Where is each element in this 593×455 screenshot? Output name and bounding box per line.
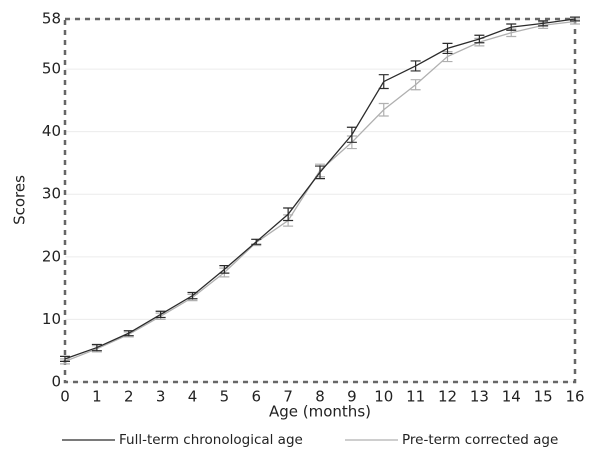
error-bar [378,74,389,90]
y-tick-label: 30 [42,185,61,203]
error-bar [91,343,102,352]
error-bar [283,207,294,222]
x-tick-label: 4 [188,388,198,406]
x-tick-label: 5 [220,388,230,406]
legend-label: Full-term chronological age [119,432,303,448]
y-axis-title: Scores [11,175,29,225]
x-tick-label: 11 [406,388,425,406]
y-tick-label: 50 [42,60,61,78]
legend-label: Pre-term corrected age [402,432,558,448]
error-bar [570,16,580,22]
y-tick-label: 20 [42,247,61,265]
y-tick-label: 0 [51,373,61,391]
x-tick-label: 8 [315,388,325,406]
error-bar [506,23,517,31]
x-tick-label: 12 [438,388,457,406]
error-bar [219,264,230,274]
x-tick-label: 13 [470,388,489,406]
x-tick-label: 14 [502,388,521,406]
x-tick-label: 10 [374,388,393,406]
plot-border [63,17,577,384]
error-bar [378,102,389,117]
error-bar [123,330,134,337]
error-bar [410,79,421,91]
error-bar [474,34,485,44]
error-bar [410,60,421,72]
x-tick-label: 15 [534,388,553,406]
x-tick-label: 0 [60,388,70,406]
x-tick-label: 2 [124,388,134,406]
error-bar [442,42,453,55]
series-line [64,20,576,362]
error-bar [251,238,262,245]
y-tick-label: 10 [42,310,61,328]
error-bar [346,126,357,143]
error-bar [60,355,70,362]
x-tick-label: 3 [156,388,166,406]
x-tick-label: 7 [283,388,293,406]
y-tick-label: 58 [42,10,61,28]
error-bar [187,291,198,300]
x-tick-label: 6 [251,388,261,406]
y-tick-label: 40 [42,122,61,140]
error-bar [315,165,325,180]
error-bar [538,20,549,27]
x-tick-label: 9 [347,388,357,406]
x-axis-title: Age (months) [269,403,371,421]
x-tick-label: 1 [92,388,102,406]
x-tick-label: 16 [565,388,584,406]
error-bar [155,310,166,319]
series-line [64,18,576,360]
